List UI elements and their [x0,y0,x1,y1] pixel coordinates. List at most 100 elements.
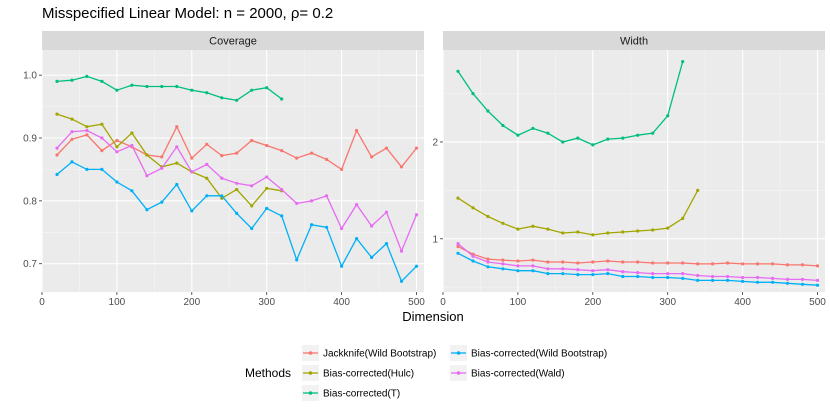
series-bias-corrected-t- [456,60,685,147]
data-point [486,260,490,264]
series-bias-corrected-hulc- [55,112,284,208]
x-tick-label: 500 [809,297,826,308]
data-point [576,136,580,140]
data-point [636,260,640,264]
legend-label: Jackknife(Wild Bootstrap) [323,349,436,360]
data-point [235,187,239,192]
data-point [340,264,344,268]
facet-strip [42,31,424,50]
data-point [621,270,625,274]
data-point [250,226,254,231]
data-point [160,200,164,204]
data-point [501,267,505,271]
data-point [220,194,224,198]
data-point [130,143,134,148]
y-tick-label: 1 [432,234,438,245]
data-point [205,91,209,95]
series-bias-corrected-wild-bootstrap- [456,251,820,287]
data-point [756,275,760,280]
data-point [220,96,224,100]
data-point [205,142,209,146]
data-point [145,174,149,178]
x-tick-label: 400 [734,297,751,308]
legend-item: Jackknife(Wild Bootstrap) [302,345,436,361]
data-point [265,143,269,148]
data-point [711,278,715,282]
data-point [591,143,595,147]
data-point [606,231,610,235]
data-point [235,211,239,215]
data-point [651,272,655,276]
data-point [561,267,565,271]
data-point [205,162,209,166]
data-point [355,128,359,133]
data-point [666,226,670,230]
data-point [486,257,490,261]
data-point [100,122,104,126]
data-point [175,84,179,89]
data-point [546,260,550,264]
data-point [815,283,820,287]
data-point [100,79,104,83]
data-point [516,259,520,263]
data-point [591,260,595,264]
data-point [130,189,134,193]
series-bias-corrected-hulc- [456,188,700,237]
data-point [220,154,224,158]
legend-marker [456,351,461,355]
x-tick-label: 300 [258,297,275,308]
data-point [711,262,715,266]
data-point [621,274,625,279]
data-point [265,86,269,90]
data-point [501,258,505,262]
data-point [205,194,209,198]
data-point [456,242,460,246]
data-point [666,114,670,118]
x-tick-label: 200 [584,297,601,308]
data-point [531,126,535,130]
data-point [175,161,179,165]
data-point [340,167,344,171]
data-point [666,275,670,280]
series-bias-corrected-wild-bootstrap- [55,160,419,283]
data-point [55,79,59,83]
data-point [471,92,475,96]
data-point [621,260,625,264]
data-point [145,208,149,212]
x-axis-label: Dimension [402,309,463,324]
data-point [145,84,149,89]
data-point [370,224,374,228]
data-point [726,278,730,282]
data-point [456,196,460,200]
data-point [145,153,149,157]
series-bias-corrected-wald- [55,128,419,253]
facet-label: Width [620,36,648,48]
data-point [70,160,74,164]
data-point [486,214,490,219]
legend-label: Bias-corrected(Hulc) [323,369,414,380]
data-point [190,170,194,174]
data-point [651,275,655,280]
data-point [384,242,389,246]
data-point [591,233,595,237]
data-point [711,274,715,279]
data-point [235,98,239,102]
series-bias-corrected-t- [55,74,284,102]
data-point [250,88,254,92]
data-point [651,261,655,265]
legend-marker [308,351,313,355]
data-point [696,262,700,266]
data-point [561,231,565,235]
data-point [456,69,460,73]
data-point [741,262,745,266]
data-point [295,258,299,262]
data-point [370,255,374,259]
legend-item: Bias-corrected(Hulc) [302,365,414,381]
series-line [56,75,283,101]
data-point [55,146,59,150]
data-point [115,88,119,92]
legend-marker [456,371,461,375]
data-point [70,137,74,141]
data-point [370,155,374,159]
data-point [800,282,805,286]
